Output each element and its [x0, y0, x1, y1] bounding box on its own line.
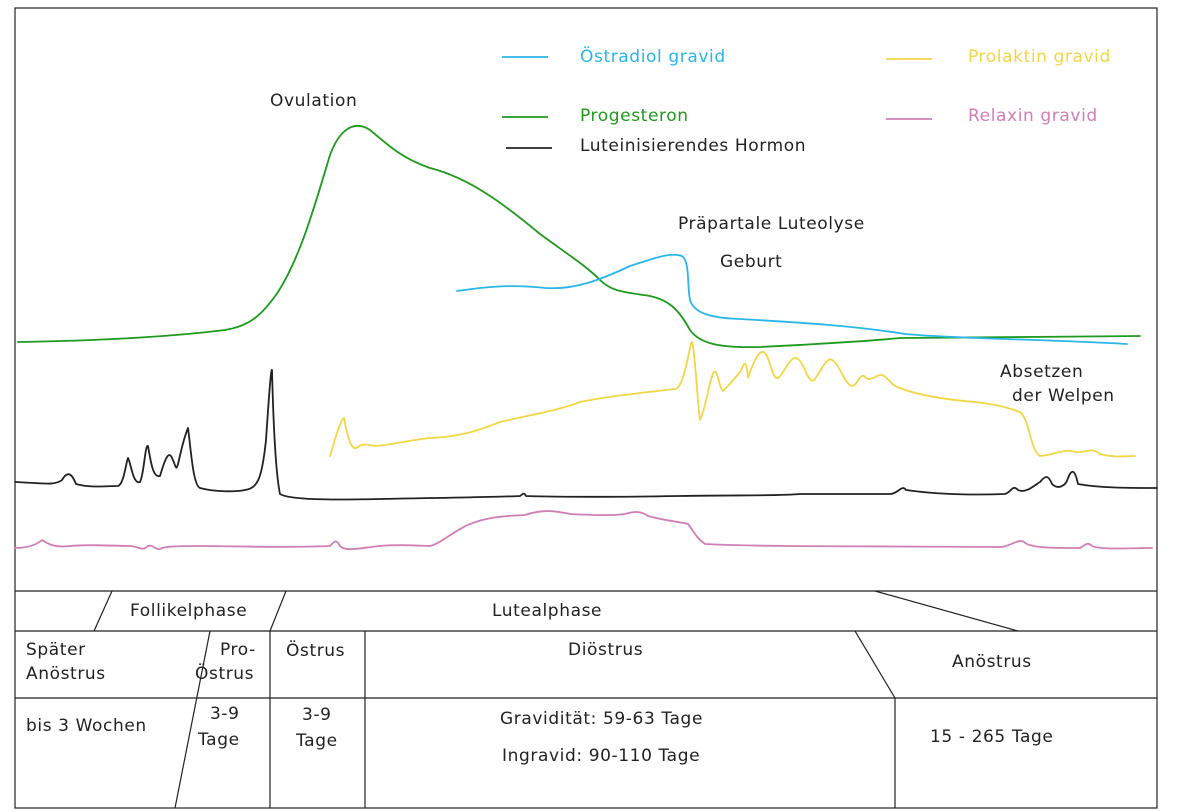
phase-table-grid	[15, 590, 1157, 809]
duration-dioestrus-gravid: Gravidität: 59-63 Tage	[500, 709, 703, 729]
oestradiol-curve	[456, 253, 1128, 345]
lh-curve	[14, 369, 1158, 501]
stage-spaeter-anoestrus-line1: Später	[26, 640, 86, 660]
progesteron-curve	[17, 124, 1141, 349]
legend: Östradiol gravid Prolaktin gravid Proges…	[502, 45, 1111, 156]
duration-prooestrus-line1: 3-9	[210, 704, 240, 724]
absetzen-label-1: Absetzen	[1000, 362, 1083, 382]
phase-luteal: Lutealphase	[492, 601, 602, 621]
outer-frame	[14, 7, 1158, 809]
absetzen-label-2: der Welpen	[1012, 386, 1115, 406]
stage-dioestrus: Diöstrus	[568, 640, 643, 660]
stage-spaeter-anoestrus-line2: Anöstrus	[26, 664, 106, 684]
phase-follikel: Follikelphase	[130, 601, 247, 621]
duration-prooestrus-line2: Tage	[197, 730, 240, 750]
stage-prooestrus-line2: Östrus	[195, 662, 254, 684]
stage-anoestrus: Anöstrus	[952, 652, 1032, 672]
legend-label-prolaktin: Prolaktin gravid	[968, 47, 1111, 67]
ovulation-label: Ovulation	[270, 91, 357, 111]
prolaktin-curve	[329, 341, 1136, 458]
duration-oestrus-line2: Tage	[295, 731, 338, 751]
luteolyse-label: Präpartale Luteolyse	[678, 214, 865, 234]
duration-oestrus-line1: 3-9	[302, 705, 332, 725]
stage-prooestrus-line1: Pro-	[220, 640, 256, 660]
duration-spaeter-anoestrus: bis 3 Wochen	[26, 716, 147, 736]
duration-dioestrus-ingravid: Ingravid: 90-110 Tage	[502, 746, 700, 766]
legend-label-oestradiol: Östradiol gravid	[580, 45, 726, 67]
legend-label-progesteron: Progesteron	[580, 106, 689, 126]
legend-label-relaxin: Relaxin gravid	[968, 106, 1098, 126]
stage-oestrus: Östrus	[286, 639, 345, 661]
duration-anoestrus: 15 - 265 Tage	[930, 727, 1053, 747]
relaxin-curve	[14, 510, 1153, 551]
geburt-label: Geburt	[720, 252, 782, 272]
legend-label-lh: Luteinisierendes Hormon	[580, 136, 806, 156]
